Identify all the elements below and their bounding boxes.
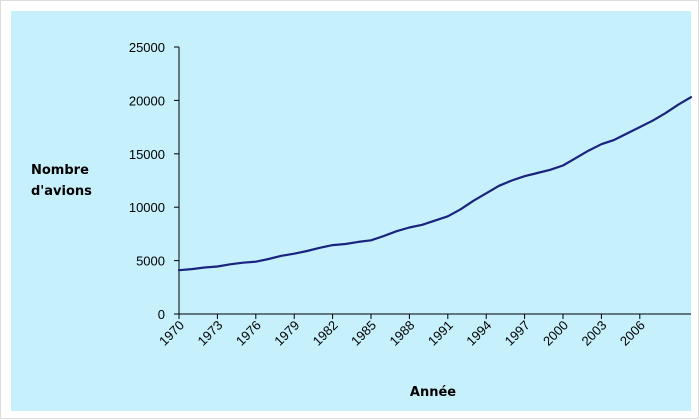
y-axis-title-line-1: Nombre	[31, 163, 89, 178]
y-tick-label: 0	[158, 307, 165, 322]
chart-background	[11, 11, 691, 411]
y-axis-title-line-2: d'avions	[31, 184, 92, 199]
y-tick-label: 15000	[129, 147, 165, 162]
y-tick-label: 10000	[129, 200, 165, 215]
y-tick-label: 5000	[136, 254, 165, 269]
y-tick-label: 25000	[129, 40, 165, 55]
series-line	[177, 96, 693, 272]
y-tick-label: 20000	[129, 93, 165, 108]
x-axis-title: Année	[410, 385, 456, 400]
y-axis-ticks: 0 5000 10000 15000 20000 25000	[129, 40, 179, 322]
